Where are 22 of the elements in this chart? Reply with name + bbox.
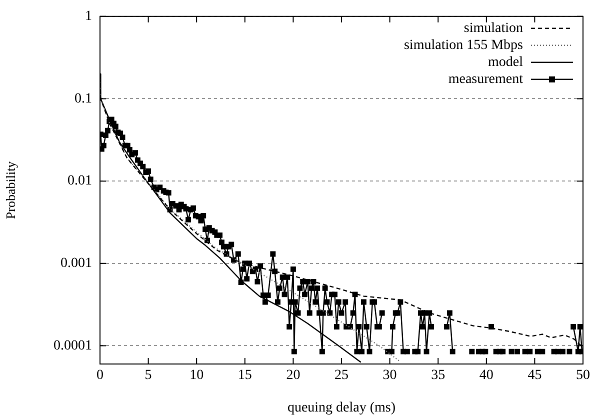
x-tick-label: 15: [238, 368, 252, 384]
y-tick-label: 0.001: [60, 256, 92, 272]
legend-label: simulation 155 Mbps: [404, 38, 523, 54]
x-tick-label: 0: [96, 368, 104, 384]
legend-label: measurement: [448, 72, 524, 88]
y-tick-label: 0.1: [74, 91, 92, 106]
x-tick-label: 10: [190, 368, 204, 384]
y-axis-title: Probability: [3, 160, 18, 220]
legend-label: model: [488, 55, 524, 70]
y-tick-label: 1: [85, 9, 92, 24]
x-tick-label: 5: [144, 368, 152, 384]
x-tick-label: 50: [576, 368, 590, 384]
y-tick-label: 0.0001: [54, 338, 92, 354]
x-tick-label: 25: [334, 368, 348, 384]
y-tick-label: 0.01: [68, 174, 92, 189]
x-tick-label: 30: [382, 368, 397, 384]
x-axis-title: queuing delay (ms): [287, 400, 396, 416]
legend-label: simulation: [464, 21, 523, 36]
x-tick-label: 35: [431, 368, 446, 384]
x-tick-label: 45: [528, 368, 542, 384]
x-tick-label: 20: [286, 368, 300, 384]
x-tick-label: 40: [479, 368, 494, 384]
